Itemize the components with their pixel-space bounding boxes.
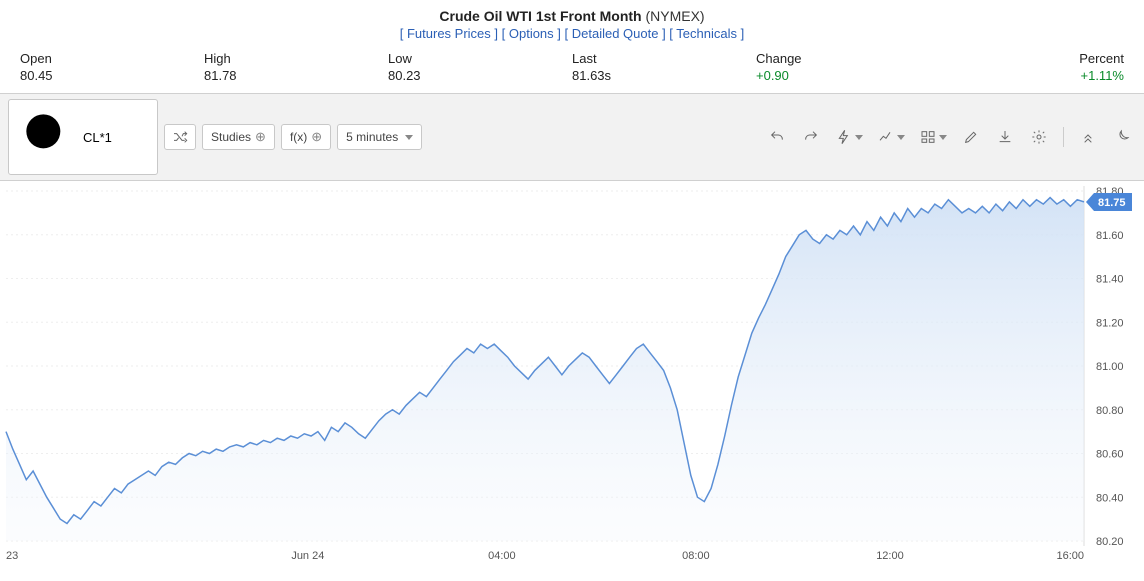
fx-button[interactable]: f(x) ⊕ (281, 124, 331, 150)
header: Crude Oil WTI 1st Front Month (NYMEX) [ … (0, 0, 1144, 45)
undo-icon (769, 129, 785, 145)
layout-button[interactable] (915, 124, 951, 150)
title-bold: Crude Oil WTI 1st Front Month (439, 8, 641, 24)
nav-options[interactable]: Options (509, 26, 554, 41)
stat-open-label: Open (20, 51, 204, 66)
download-icon (997, 129, 1013, 145)
price-chart[interactable]: 80.20 80.40 80.60 80.80 81.00 81.20 81.40 81.60… (0, 181, 1144, 581)
flash-button[interactable] (831, 124, 867, 150)
chart-type-button[interactable] (873, 124, 909, 150)
stat-change: Change +0.90 (756, 51, 940, 83)
chart-type-icon (878, 129, 894, 145)
svg-text:81.75: 81.75 (1098, 197, 1126, 209)
caret-down-icon (855, 135, 863, 140)
layout-icon (920, 129, 936, 145)
stat-last-label: Last (572, 51, 756, 66)
svg-text:80.80: 80.80 (1096, 405, 1124, 417)
chart-area[interactable]: 80.20 80.40 80.60 80.80 81.00 81.20 81.40 81.60… (0, 181, 1144, 581)
caret-down-icon (405, 135, 413, 140)
stat-change-label: Change (756, 51, 940, 66)
stat-low-label: Low (388, 51, 572, 66)
stat-percent-label: Percent (940, 51, 1124, 66)
svg-text:Jun 24: Jun 24 (291, 550, 324, 562)
redo-button[interactable] (797, 124, 825, 150)
moon-icon (1114, 129, 1130, 145)
nav-technicals[interactable]: Technicals (676, 26, 737, 41)
divider (1063, 127, 1064, 147)
svg-text:80.40: 80.40 (1096, 492, 1124, 504)
stat-high-label: High (204, 51, 388, 66)
svg-text:80.20: 80.20 (1096, 536, 1124, 548)
title-line: Crude Oil WTI 1st Front Month (NYMEX) (0, 8, 1144, 24)
svg-text:81.20: 81.20 (1096, 317, 1124, 329)
search-icon (15, 103, 83, 171)
studies-button[interactable]: Studies ⊕ (202, 124, 275, 150)
nav-futures-prices[interactable]: Futures Prices (407, 26, 491, 41)
stat-low: Low 80.23 (388, 51, 572, 83)
svg-text:08:00: 08:00 (682, 550, 710, 562)
undo-button[interactable] (763, 124, 791, 150)
nav-detailed-quote[interactable]: Detailed Quote (572, 26, 659, 41)
pencil-icon (963, 129, 979, 145)
stat-high-value: 81.78 (204, 68, 388, 83)
nav-links: [ Futures Prices ] [ Options ] [ Detaile… (0, 26, 1144, 41)
studies-label: Studies (211, 130, 251, 144)
interval-label: 5 minutes (346, 130, 398, 144)
interval-button[interactable]: 5 minutes (337, 124, 422, 150)
symbol-search[interactable] (8, 99, 158, 175)
caret-down-icon (897, 135, 905, 140)
plus-icon: ⊕ (255, 129, 266, 145)
plus-icon: ⊕ (311, 129, 322, 145)
collapse-button[interactable] (1074, 124, 1102, 150)
shuffle-icon (172, 129, 188, 145)
svg-text:81.60: 81.60 (1096, 230, 1124, 242)
stat-last: Last 81.63s (572, 51, 756, 83)
download-button[interactable] (991, 124, 1019, 150)
stat-open-value: 80.45 (20, 68, 204, 83)
redo-icon (803, 129, 819, 145)
svg-text:16:00: 16:00 (1056, 550, 1084, 562)
svg-text:81.40: 81.40 (1096, 274, 1124, 286)
draw-button[interactable] (957, 124, 985, 150)
stat-last-value: 81.63s (572, 68, 756, 83)
stats-row: Open 80.45 High 81.78 Low 80.23 Last 81.… (0, 45, 1144, 93)
svg-text:12:00: 12:00 (876, 550, 904, 562)
stat-percent-value: +1.11% (940, 68, 1124, 83)
bolt-icon (836, 129, 852, 145)
fx-label: f(x) (290, 130, 307, 144)
title-exchange: (NYMEX) (645, 8, 704, 24)
stat-high: High 81.78 (204, 51, 388, 83)
svg-text:04:00: 04:00 (488, 550, 516, 562)
theme-button[interactable] (1108, 124, 1136, 150)
svg-text:81.00: 81.00 (1096, 361, 1124, 373)
stat-open: Open 80.45 (20, 51, 204, 83)
settings-button[interactable] (1025, 124, 1053, 150)
svg-text:80.60: 80.60 (1096, 449, 1124, 461)
svg-text:23: 23 (6, 550, 18, 562)
chevrons-up-icon (1080, 129, 1096, 145)
stat-change-value: +0.90 (756, 68, 940, 83)
shuffle-button[interactable] (164, 124, 196, 150)
stat-percent: Percent +1.11% (940, 51, 1124, 83)
gear-icon (1031, 129, 1047, 145)
symbol-input[interactable] (83, 130, 151, 145)
toolbar: Studies ⊕ f(x) ⊕ 5 minutes (0, 93, 1144, 181)
caret-down-icon (939, 135, 947, 140)
stat-low-value: 80.23 (388, 68, 572, 83)
